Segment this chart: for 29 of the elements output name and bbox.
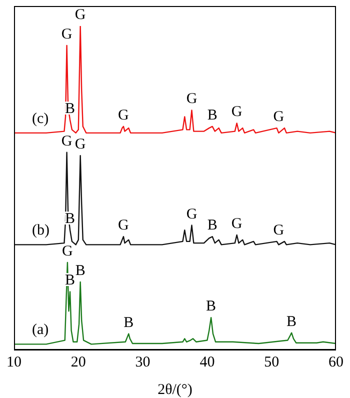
x-tick-label: 40 (200, 354, 215, 371)
annotation: G (62, 244, 74, 260)
annotation: G (61, 26, 72, 42)
x-tick-label: 30 (135, 354, 150, 371)
annotation: G (231, 104, 242, 120)
x-tick-label: 60 (328, 354, 344, 371)
annotation: G (118, 218, 130, 234)
annotation: B (207, 218, 218, 234)
annotation: B (286, 314, 297, 330)
annotation: B (75, 262, 86, 279)
x-tick-label: 50 (264, 354, 280, 371)
annotation: G (186, 206, 198, 222)
x-tick-label: 10 (6, 354, 22, 371)
x-tick-label: 20 (70, 354, 86, 371)
series-label: (a) (32, 322, 49, 338)
annotation: G (231, 216, 242, 232)
annotation: G (273, 222, 284, 238)
series-label: (b) (32, 222, 50, 239)
annotation: B (207, 107, 218, 124)
annotation: G (74, 136, 86, 153)
series-label: (c) (32, 110, 49, 127)
annotation: G (118, 107, 130, 124)
annotation: G (74, 7, 86, 23)
x-axis-title: 2θ/(°) (158, 382, 192, 398)
annotation: B (124, 314, 134, 331)
annotation: G (186, 91, 198, 108)
annotation: G (273, 109, 284, 126)
annotation: B (206, 298, 216, 315)
annotation: G (61, 133, 72, 150)
